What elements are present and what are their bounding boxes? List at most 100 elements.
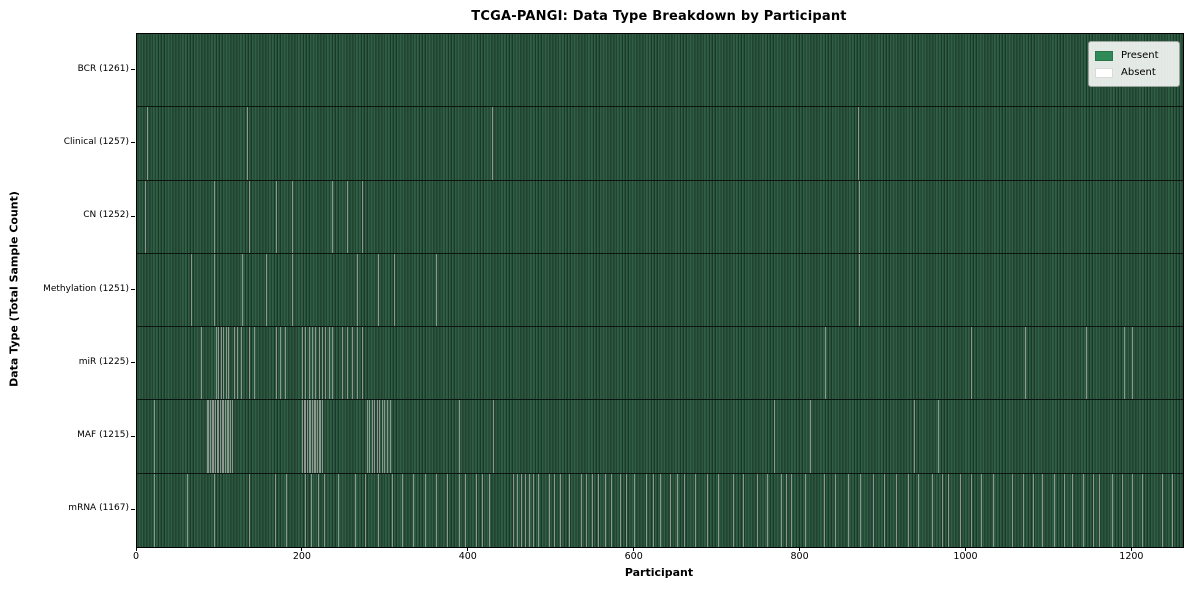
x-tick-label-1200: 1200 bbox=[1119, 551, 1144, 562]
absent-stripe bbox=[626, 473, 628, 547]
absent-stripe bbox=[1025, 327, 1027, 400]
y-tick-mark bbox=[131, 289, 135, 290]
absent-stripe bbox=[307, 400, 309, 473]
absent-stripe bbox=[190, 253, 192, 327]
absent-stripe bbox=[780, 473, 782, 547]
absent-stripe bbox=[895, 473, 897, 547]
legend-label-absent: Absent bbox=[1121, 66, 1156, 78]
x-tick-label-600: 600 bbox=[624, 551, 643, 562]
absent-stripe bbox=[931, 473, 933, 547]
absent-stripe bbox=[331, 327, 333, 400]
absent-stripe bbox=[248, 327, 250, 400]
absent-stripe bbox=[790, 473, 792, 547]
absent-stripe bbox=[381, 400, 383, 473]
absent-stripe bbox=[308, 327, 310, 400]
x-tick-label-0: 0 bbox=[132, 551, 140, 562]
absent-stripe bbox=[554, 473, 556, 547]
absent-stripe bbox=[214, 253, 216, 327]
y-tick-label-MAF: MAF (1215) bbox=[77, 430, 129, 441]
absent-stripe bbox=[302, 327, 304, 400]
absent-stripe bbox=[305, 327, 307, 400]
absent-stripe bbox=[424, 473, 426, 547]
absent-stripe bbox=[386, 400, 388, 473]
absent-stripe bbox=[304, 473, 306, 547]
y-tick-mark bbox=[131, 508, 135, 510]
absent-stripe bbox=[458, 400, 460, 473]
x-tick-label-1000: 1000 bbox=[953, 551, 978, 562]
y-tick-label-mRNA: mRNA (1167) bbox=[68, 503, 129, 514]
absent-stripe bbox=[857, 107, 859, 180]
absent-stripe bbox=[435, 253, 437, 327]
absent-stripe bbox=[872, 473, 874, 547]
absent-stripe bbox=[733, 473, 735, 547]
y-tick-label-Clinical: Clinical (1257) bbox=[63, 136, 129, 147]
absent-stripe bbox=[317, 473, 319, 547]
absent-stripe bbox=[241, 253, 243, 327]
y-tick-mark bbox=[131, 435, 135, 437]
absent-stripe bbox=[1085, 327, 1087, 400]
heatmap-row-mRNA bbox=[137, 473, 1183, 547]
absent-stripe bbox=[346, 180, 348, 253]
absent-stripe bbox=[318, 327, 320, 400]
absent-stripe bbox=[394, 253, 396, 327]
x-axis-label: Participant bbox=[624, 566, 694, 579]
absent-stripe bbox=[677, 473, 678, 547]
absent-stripe bbox=[659, 473, 661, 547]
absent-stripe bbox=[835, 473, 837, 547]
absent-stripe bbox=[376, 400, 378, 473]
absent-stripe bbox=[315, 400, 317, 473]
absent-stripe bbox=[351, 327, 353, 400]
absent-stripe bbox=[743, 473, 745, 547]
absent-stripe bbox=[774, 400, 776, 473]
absent-stripe bbox=[413, 473, 415, 547]
absent-stripe bbox=[311, 473, 313, 547]
absent-stripe bbox=[303, 400, 305, 473]
absent-stripe bbox=[549, 473, 551, 547]
absent-stripe bbox=[717, 473, 719, 547]
absent-stripe bbox=[337, 473, 339, 547]
absent-stripe bbox=[1022, 473, 1024, 547]
absent-stripe bbox=[312, 400, 314, 473]
absent-stripe bbox=[525, 473, 527, 547]
absent-stripe bbox=[580, 473, 582, 547]
absent-stripe bbox=[208, 400, 210, 473]
absent-stripe bbox=[1124, 327, 1126, 400]
absent-stripe bbox=[276, 327, 278, 400]
absent-stripe bbox=[633, 473, 635, 547]
absent-stripe bbox=[315, 327, 317, 400]
absent-stripe bbox=[1064, 473, 1066, 547]
absent-stripe bbox=[529, 473, 531, 547]
absent-stripe bbox=[512, 473, 514, 547]
absent-stripe bbox=[465, 473, 467, 547]
absent-stripe bbox=[938, 400, 940, 473]
absent-stripe bbox=[228, 327, 230, 400]
absent-stripe bbox=[328, 327, 330, 400]
absent-stripe bbox=[619, 473, 621, 547]
absent-stripe bbox=[302, 400, 304, 473]
absent-stripe bbox=[907, 473, 909, 547]
absent-stripe bbox=[321, 327, 323, 400]
heatmap-row-Methylation bbox=[137, 253, 1183, 328]
absent-stripe bbox=[884, 473, 886, 547]
absent-stripe bbox=[286, 473, 288, 547]
legend: Present Absent bbox=[1088, 41, 1180, 87]
x-tick-mark bbox=[301, 547, 303, 551]
absent-stripe bbox=[767, 473, 769, 547]
y-tick-mark bbox=[131, 362, 135, 364]
absent-stripe bbox=[317, 400, 318, 473]
y-tick-mark bbox=[131, 142, 135, 144]
absent-stripe bbox=[356, 253, 358, 327]
absent-stripe bbox=[237, 327, 239, 400]
absent-stripe bbox=[604, 473, 606, 547]
present-swatch-icon bbox=[1095, 50, 1113, 61]
absent-stripe bbox=[914, 400, 916, 473]
heatmap-row-MAF bbox=[137, 400, 1183, 474]
absent-stripe bbox=[318, 400, 320, 473]
absent-stripe bbox=[214, 180, 216, 253]
absent-stripe bbox=[785, 473, 787, 547]
absent-stripe bbox=[153, 400, 155, 473]
absent-stripe bbox=[917, 473, 919, 547]
absent-stripe bbox=[379, 400, 381, 473]
absent-stripe bbox=[215, 327, 217, 400]
